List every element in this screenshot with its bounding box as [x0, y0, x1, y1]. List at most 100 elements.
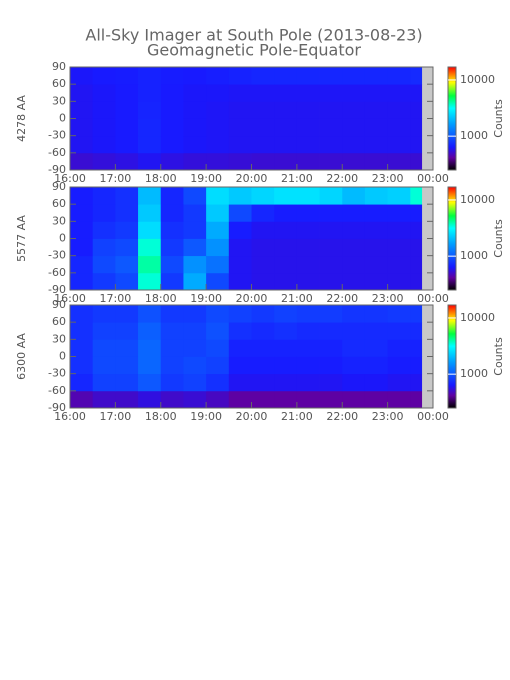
heatmap-cell — [92, 339, 116, 357]
heatmap-cell — [274, 152, 298, 171]
heatmap-cell — [410, 373, 423, 392]
heatmap-cell — [70, 356, 94, 375]
heatmap-cell — [342, 204, 366, 222]
heatmap-cell — [138, 152, 162, 171]
heatmap-cell — [364, 305, 389, 323]
heatmap-cell — [138, 255, 162, 274]
heatmap-cell — [410, 101, 423, 119]
y-tick-label: -90 — [48, 163, 66, 176]
heatmap-cell — [251, 373, 275, 392]
heatmap-cell — [228, 101, 252, 119]
heatmap-cell — [296, 101, 320, 119]
heatmap-cell — [274, 373, 298, 392]
y-tick-label: -30 — [48, 129, 66, 142]
heatmap-cell — [364, 204, 389, 222]
heatmap-cell — [160, 135, 184, 154]
heatmap-cell — [387, 255, 411, 274]
colorbar-label: Counts — [492, 337, 505, 376]
heatmap-cell — [138, 84, 162, 102]
heatmap-cell — [115, 221, 139, 239]
heatmap-cell — [342, 238, 366, 257]
heatmap-cell — [206, 322, 230, 340]
heatmap-cell — [138, 101, 162, 119]
heatmap-cell — [160, 152, 184, 171]
heatmap-cell — [251, 221, 275, 239]
x-tick-label: 23:00 — [372, 410, 404, 423]
x-tick-label: 16:00 — [54, 292, 86, 305]
heatmap-cell — [387, 356, 411, 375]
heatmap-cell — [342, 221, 366, 239]
heatmap-cell — [183, 373, 207, 392]
heatmap-cell — [251, 339, 275, 357]
heatmap-cell — [206, 204, 230, 222]
heatmap-cell — [296, 373, 320, 392]
y-tick-label: -90 — [48, 283, 66, 296]
heatmap-cell — [319, 221, 343, 239]
heatmap-cell — [319, 118, 343, 137]
heatmap-cell — [364, 255, 389, 274]
heatmap-cell — [410, 322, 423, 340]
heatmap-cell — [228, 221, 252, 239]
heatmap-cell — [160, 272, 184, 291]
heatmap-cell — [92, 221, 116, 239]
colorbar-tick-label: 10000 — [460, 311, 495, 324]
chart-subtitle: Geomagnetic Pole-Equator — [147, 41, 361, 60]
heatmap-cell — [92, 272, 116, 291]
heatmap-cell — [387, 305, 411, 323]
heatmap-cell — [364, 187, 389, 205]
heatmap-cell — [183, 84, 207, 102]
heatmap-cell — [274, 135, 298, 154]
heatmap-cell — [160, 221, 184, 239]
colorbar-tick-label: 1000 — [460, 367, 488, 380]
heatmap-cell — [228, 272, 252, 291]
heatmap-cell — [296, 84, 320, 102]
heatmap-cell — [387, 118, 411, 137]
heatmap-cell — [410, 255, 423, 274]
heatmap-cell — [319, 373, 343, 392]
heatmap-cell — [115, 67, 139, 85]
heatmap-cell — [228, 322, 252, 340]
heatmap-cell — [206, 255, 230, 274]
heatmap-cell — [70, 272, 94, 291]
heatmap-cell — [138, 204, 162, 222]
heatmap-cell — [206, 272, 230, 291]
heatmap-cell — [138, 373, 162, 392]
heatmap-cell — [342, 118, 366, 137]
heatmap-cell — [115, 152, 139, 171]
heatmap-cell — [70, 118, 94, 137]
heatmap-cell — [228, 255, 252, 274]
heatmap-cell — [115, 305, 139, 323]
heatmap-cell — [387, 390, 411, 409]
heatmap-cell — [274, 255, 298, 274]
heatmap-cell — [228, 152, 252, 171]
y-axis-label: 5577 AA — [15, 215, 28, 262]
heatmap-cell — [115, 272, 139, 291]
heatmap-cell — [342, 390, 366, 409]
heatmap-cell — [319, 135, 343, 154]
heatmap-cell — [138, 356, 162, 375]
heatmap-cell — [251, 152, 275, 171]
x-tick-label: 00:00 — [417, 292, 449, 305]
heatmap-cell — [387, 101, 411, 119]
heatmap-cell — [70, 101, 94, 119]
heatmap-cell — [70, 390, 94, 409]
heatmap-cell — [206, 339, 230, 357]
heatmap-cell — [274, 204, 298, 222]
heatmap-cell — [228, 356, 252, 375]
x-tick-label: 20:00 — [236, 172, 268, 185]
y-tick-label: 0 — [59, 350, 66, 363]
heatmap-cell — [410, 339, 423, 357]
heatmap-cell — [115, 187, 139, 205]
heatmap-cell — [319, 255, 343, 274]
heatmap-cell — [364, 221, 389, 239]
heatmap-cell — [319, 204, 343, 222]
heatmap-cell — [206, 135, 230, 154]
heatmap-cell — [183, 255, 207, 274]
colorbar-label: Counts — [492, 219, 505, 258]
heatmap-cell — [70, 221, 94, 239]
heatmap-cell — [92, 187, 116, 205]
heatmap-cell — [183, 305, 207, 323]
heatmap-cell — [138, 305, 162, 323]
heatmap-cell — [92, 373, 116, 392]
